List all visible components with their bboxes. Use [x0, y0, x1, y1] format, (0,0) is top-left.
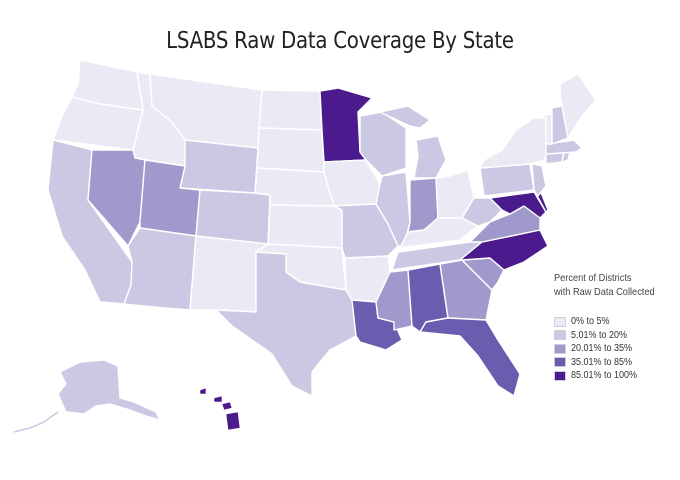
state-il[interactable] — [375, 171, 411, 247]
state-wy[interactable] — [179, 139, 259, 194]
legend-swatch — [554, 357, 566, 368]
legend-title-line2: with Raw Data Collected — [554, 286, 655, 298]
state-hi-island-3[interactable] — [221, 401, 233, 411]
hawaii-islands[interactable] — [199, 387, 241, 431]
legend-swatch — [554, 316, 566, 327]
state-ia[interactable] — [323, 159, 381, 207]
state-sd[interactable] — [256, 127, 325, 173]
alaska-aleutian-islands — [13, 411, 59, 433]
legend-item: 5.01% to 20% — [554, 329, 674, 343]
state-vt[interactable] — [537, 113, 553, 145]
legend-label: 0% to 5% — [571, 316, 610, 328]
state-md[interactable] — [489, 191, 547, 219]
state-co[interactable] — [195, 189, 271, 245]
legend-swatch — [554, 330, 566, 341]
legend-item: 35.01% to 85% — [554, 356, 674, 370]
map-title: LSABS Raw Data Coverage By State — [166, 28, 514, 54]
state-hi-island-2[interactable] — [213, 395, 223, 403]
legend-swatch — [554, 370, 566, 381]
legend-label: 5.01% to 20% — [571, 329, 628, 341]
legend-item: 0% to 5% — [554, 315, 674, 329]
state-me[interactable] — [559, 73, 597, 139]
state-az[interactable] — [123, 227, 197, 311]
legend-swatch — [554, 343, 566, 354]
state-hi-island-1[interactable] — [199, 387, 207, 395]
state-pa[interactable] — [479, 163, 535, 197]
legend-title-line1: Percent of Districts — [554, 272, 632, 284]
state-ak[interactable] — [57, 359, 161, 421]
state-hi-island-4[interactable] — [225, 411, 241, 431]
legend-label: 35.01% to 85% — [571, 356, 633, 368]
legend: Percent of Districts with Raw Data Colle… — [554, 271, 674, 383]
state-nd[interactable] — [258, 89, 323, 131]
state-ks[interactable] — [267, 204, 343, 249]
state-nj[interactable] — [531, 163, 547, 197]
state-ny[interactable] — [479, 117, 549, 169]
state-ga[interactable] — [439, 259, 493, 321]
state-fl[interactable] — [419, 317, 521, 397]
state-tx[interactable] — [215, 251, 357, 397]
legend-label: 20.01% to 35% — [571, 343, 633, 355]
legend-item: 85.01% to 100% — [554, 369, 674, 383]
legend-label: 85.01% to 100% — [571, 370, 638, 382]
legend-title: Percent of Districts with Raw Data Colle… — [554, 271, 660, 299]
legend-item: 20.01% to 35% — [554, 342, 674, 356]
